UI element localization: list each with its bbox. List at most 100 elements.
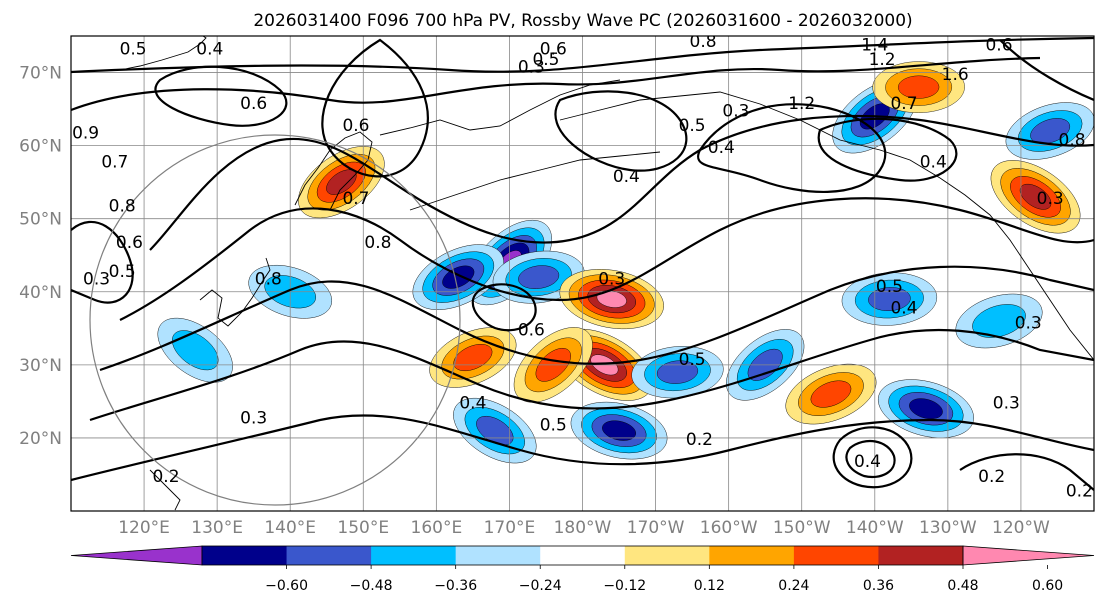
contour-label: 0.8 — [1059, 131, 1086, 151]
anomaly-blob — [631, 346, 724, 399]
lon-tick-label: 160°E — [411, 518, 463, 538]
longitude-axis: 120°E 130°E 140°E 150°E 160°E 170°E 180°W 170°W… — [118, 518, 1050, 538]
anomaly-blob — [990, 160, 1081, 234]
lon-tick-label: 130°E — [191, 518, 243, 538]
lon-tick-label: 140°W — [846, 518, 904, 538]
colorbar-tick-label: −0.12 — [603, 578, 646, 594]
contour-label: 0.6 — [342, 116, 369, 136]
colorbar-tick-label: −0.48 — [350, 578, 393, 594]
anomaly-level — [656, 360, 699, 384]
colorbar-bin — [286, 546, 372, 565]
contour-label: 0.3 — [83, 269, 110, 289]
contour-label: 0.3 — [598, 269, 625, 289]
colorbar-bin — [624, 546, 710, 565]
focus-circle — [89, 134, 461, 506]
contour-line — [149, 114, 1094, 251]
colorbar-bin — [202, 546, 288, 565]
lat-tick-label: 30°N — [19, 356, 62, 376]
contour-label: 0.3 — [1015, 313, 1042, 333]
map-frame — [70, 35, 1095, 512]
lon-tick-label: 130°W — [919, 518, 977, 538]
contour-label: 1.4 — [861, 36, 888, 56]
contour-label: 0.5 — [109, 262, 136, 282]
coastline-philippines — [149, 469, 181, 511]
contour-label: 0.5 — [532, 50, 559, 70]
contour-label: 0.4 — [854, 452, 881, 472]
colorbar-tick-labels: −0.60 −0.48 −0.36 −0.24 −0.12 0.12 0.24 0.36 0.4… — [265, 565, 1063, 594]
anomaly-blob — [157, 317, 233, 383]
colorbar-bin — [709, 546, 795, 565]
latitude-axis: 20°N 30°N 40°N 50°N 60°N 70°N — [19, 64, 62, 449]
colorbar-tick-label: −0.60 — [265, 578, 308, 594]
contour-label: 0.8 — [109, 196, 136, 216]
colorbar-extend-low — [70, 545, 203, 566]
lat-tick-label: 40°N — [19, 283, 62, 303]
coastline-siberia — [379, 79, 621, 136]
contour-label: 0.3 — [1037, 189, 1064, 209]
contour-label: 0.4 — [920, 153, 947, 173]
anomaly-level — [868, 287, 911, 312]
contour-label: 0.8 — [690, 32, 717, 52]
colorbar-bin — [878, 546, 964, 565]
anomaly-level — [810, 380, 852, 408]
contour-line — [845, 439, 896, 479]
contour-label: 0.4 — [613, 167, 640, 187]
colorbar-frame — [201, 545, 964, 566]
contour-labels: 0.5 0.40.70.80.60.50.3 0.80.90.60.60.70.80… — [72, 32, 1093, 501]
lon-tick-label: 150°W — [773, 518, 831, 538]
contour-label: 0.8 — [364, 233, 391, 253]
contour-label: 0.2 — [686, 430, 713, 450]
contour-label: 0.5 — [876, 277, 903, 297]
colorbar-tick-label: 0.12 — [694, 578, 725, 594]
colorbar-tick-label: 0.48 — [947, 578, 978, 594]
anomaly-level — [909, 398, 943, 420]
contour-label: 0.2 — [978, 467, 1005, 487]
contour-label: 0.7 — [101, 153, 128, 173]
contour-label: 0.5 — [679, 350, 706, 370]
contour-line — [154, 65, 288, 127]
contour-line — [321, 38, 429, 178]
contour-label: 0.3 — [722, 101, 749, 121]
coastline-asia — [119, 36, 207, 71]
lon-tick-label: 170°E — [484, 518, 536, 538]
contour-label: 0.3 — [240, 408, 267, 428]
contour-line — [99, 265, 1094, 372]
lat-tick-label: 20°N — [19, 429, 62, 449]
contour-label: 0.9 — [72, 123, 99, 143]
lon-tick-label: 180°W — [554, 518, 612, 538]
anomaly-blob — [559, 269, 664, 330]
contour-line — [71, 56, 1041, 112]
lon-tick-label: 160°W — [700, 518, 758, 538]
contour-label: 0.6 — [116, 233, 143, 253]
contour-line — [999, 39, 1094, 102]
contour-line — [119, 197, 1094, 321]
contour-line — [71, 414, 1094, 482]
lon-tick-label: 170°W — [627, 518, 685, 538]
lon-tick-label: 150°E — [337, 518, 389, 538]
contour-line — [832, 426, 913, 489]
contour-label: 0.2 — [152, 467, 179, 487]
contour-label: 1.2 — [788, 94, 815, 114]
contour-label: 0.6 — [540, 39, 567, 59]
contour-label: 0.3 — [993, 394, 1020, 414]
colorbar-bin — [371, 546, 457, 565]
colorbar-bin — [793, 546, 879, 565]
lon-tick-label: 140°E — [264, 518, 316, 538]
anomaly-level — [1030, 118, 1071, 144]
colorbar — [70, 545, 1095, 566]
coastline-aleutians — [409, 151, 661, 211]
contour-line — [89, 328, 1094, 422]
anomaly-level — [897, 75, 940, 99]
map-area: 0.5 0.40.70.80.60.50.3 0.80.90.60.60.70.80… — [71, 32, 1094, 511]
coastline-korea-japan — [199, 257, 271, 327]
colorbar-tick-label: 0.24 — [778, 578, 809, 594]
contour-label: 0.6 — [518, 321, 545, 341]
contour-line — [71, 36, 1094, 74]
contour-label: 0.7 — [342, 189, 369, 209]
contour-lines — [71, 36, 1094, 491]
anomaly-level — [518, 265, 560, 289]
contour-line — [817, 117, 958, 182]
colorbar-tick-label: 0.60 — [1032, 578, 1063, 594]
colorbar-tick-label: −0.36 — [434, 578, 477, 594]
